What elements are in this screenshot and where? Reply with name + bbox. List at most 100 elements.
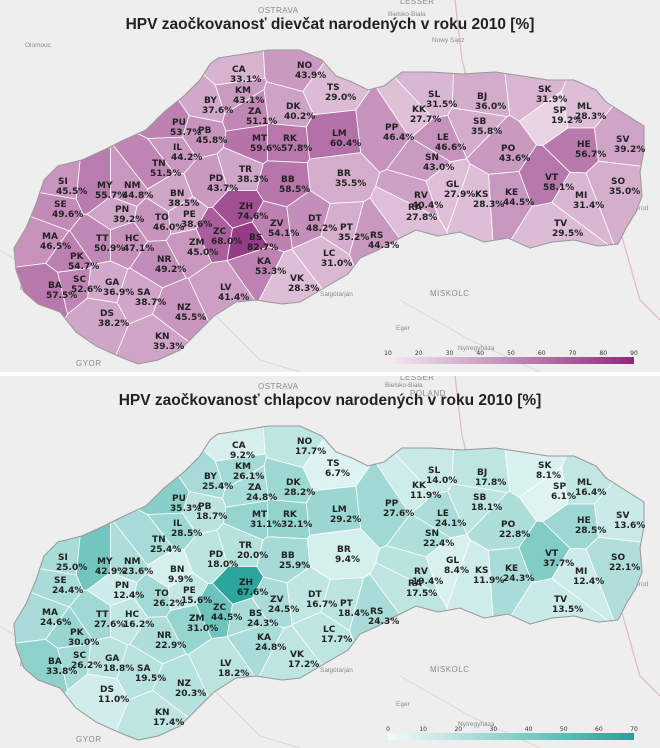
district-code-label: SA (137, 288, 150, 298)
color-legend: 10 20 30 40 50 60 70 80 90 (384, 350, 638, 364)
district-value-label: 42.9% (95, 567, 126, 577)
district-code-label: SL (428, 90, 440, 100)
basemap-label: Nowy Sącz (432, 37, 465, 44)
district-value-label: 35.3% (170, 504, 201, 514)
district-code-label: PB (198, 126, 212, 136)
district-value-label: 11.9% (473, 576, 504, 586)
district-code-label: BB (281, 551, 295, 561)
district-code-label: SB (473, 117, 486, 127)
district-value-label: 38.3% (237, 175, 268, 185)
district-value-label: 18.4% (338, 609, 369, 619)
district-code-label: RS (370, 231, 383, 241)
district-value-label: 11.9% (410, 491, 441, 501)
district-value-label: 45.5% (56, 187, 87, 197)
district-code-label: MA (42, 232, 58, 242)
district-value-label: 25.4% (202, 482, 233, 492)
district-code-label: MI (575, 567, 587, 577)
basemap-label: Bielsko-Biała (385, 382, 423, 389)
district-value-label: 27.7% (410, 115, 441, 125)
district-value-label: 41.4% (218, 293, 249, 303)
district-code-label: BB (281, 175, 295, 185)
district-code-label: KA (257, 257, 271, 267)
district-code-label: TS (327, 459, 340, 469)
basemap-label: Salgótarján (320, 291, 353, 298)
basemap-label: MISKOLC (430, 289, 470, 298)
district-rv[interactable] (375, 545, 440, 595)
district-code-label: LM (332, 129, 347, 139)
legend-tick-label: 30 (446, 350, 454, 357)
district-value-label: 24.3% (503, 574, 534, 584)
district-value-label: 48.2% (306, 224, 337, 234)
district-value-label: 24.1% (435, 519, 466, 529)
girls-map-panel: OSTRAVA Olomouc Bielsko-Biała LESSER Nowy Są… (0, 0, 660, 372)
district-value-label: 28.3% (288, 284, 319, 294)
district-value-label: 40.2% (284, 112, 315, 122)
district-code-label: ZA (248, 107, 262, 117)
district-code-label: VK (290, 650, 305, 660)
district-code-label: MT (252, 510, 268, 520)
district-value-label: 18.7% (196, 512, 227, 522)
district-value-label: 8.4% (444, 566, 469, 576)
district-code-label: BA (48, 281, 62, 291)
district-value-label: 37.6% (202, 106, 233, 116)
district-code-label: MY (97, 557, 113, 567)
district-value-label: 9.9% (168, 575, 193, 585)
district-code-label: PE (183, 210, 196, 220)
district-code-label: GL (446, 556, 459, 566)
legend-tick-label: 50 (560, 726, 568, 733)
district-value-label: 49.2% (155, 265, 186, 275)
district-code-label: PE (183, 586, 196, 596)
legend-tick-label: 50 (507, 350, 515, 357)
district-value-label: 67.6% (237, 588, 268, 598)
district-code-label: BJ (477, 468, 487, 478)
district-value-label: 17.8% (475, 478, 506, 488)
district-code-label: TN (152, 535, 166, 545)
district-code-label: TR (239, 541, 252, 551)
district-value-label: 74.6% (237, 212, 268, 222)
district-value-label: 28.3% (473, 200, 504, 210)
district-value-label: 35.2% (338, 233, 369, 243)
district-code-label: SI (58, 177, 68, 187)
district-code-label: CA (232, 65, 246, 75)
district-code-label: TT (96, 610, 109, 620)
district-value-label: 31.9% (536, 95, 567, 105)
district-code-label: ZM (189, 238, 205, 248)
district-code-label: DT (308, 590, 322, 600)
legend-tick-label: 60 (538, 350, 546, 357)
district-code-label: TO (155, 213, 169, 223)
district-rv[interactable] (375, 169, 440, 219)
district-code-label: LE (437, 133, 449, 143)
district-code-label: SP (553, 106, 566, 116)
district-code-label: VT (545, 173, 559, 183)
district-code-label: PT (340, 599, 354, 609)
basemap-label: OSTRAVA (258, 382, 299, 391)
district-value-label: 12.4% (573, 577, 604, 587)
district-code-label: BS (249, 609, 262, 619)
district-code-label: SK (538, 85, 552, 95)
district-value-label: 16.4% (575, 488, 606, 498)
district-code-label: NZ (177, 303, 192, 313)
district-value-label: 6.1% (551, 492, 576, 502)
district-code-label: BS (249, 233, 262, 243)
district-value-label: 8.1% (536, 471, 561, 481)
district-value-label: 36.9% (103, 288, 134, 298)
district-value-label: 39.2% (113, 215, 144, 225)
district-value-label: 24.4% (52, 586, 83, 596)
district-value-label: 44.5% (211, 613, 242, 623)
district-code-label: TN (152, 159, 166, 169)
district-code-label: KK (412, 105, 427, 115)
district-code-label: HC (125, 610, 140, 620)
district-code-label: KE (505, 564, 518, 574)
district-code-label: PP (385, 499, 399, 509)
district-value-label: 44.8% (122, 191, 153, 201)
district-code-label: SP (553, 482, 566, 492)
district-code-label: KK (412, 481, 427, 491)
district-code-label: ZC (213, 227, 227, 237)
basemap-label: Bielsko-Biała (388, 11, 426, 18)
district-code-label: IL (173, 519, 182, 529)
district-value-label: 38.5% (168, 199, 199, 209)
district-code-label: BR (337, 169, 351, 179)
district-value-label: 22.4% (423, 539, 454, 549)
district-code-label: PN (115, 205, 129, 215)
district-value-label: 47.1% (123, 244, 154, 254)
